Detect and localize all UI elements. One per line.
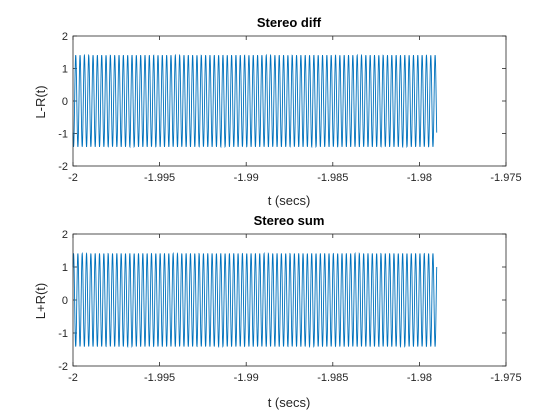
series-line bbox=[72, 252, 438, 348]
series-line bbox=[72, 53, 438, 149]
y-tick-label: -2 bbox=[58, 361, 68, 373]
x-tick-label: -2 bbox=[68, 172, 78, 184]
y-tick-label: -1 bbox=[58, 328, 68, 340]
x-tick-label: -2 bbox=[68, 372, 78, 384]
y-tick-label: 0 bbox=[62, 96, 68, 108]
x-axis-label: t (secs) bbox=[268, 193, 311, 208]
x-tick-label: -1.975 bbox=[490, 172, 521, 184]
x-tick-label: -1.975 bbox=[490, 372, 521, 384]
y-tick-label: -1 bbox=[58, 129, 68, 141]
axes-box bbox=[72, 233, 507, 367]
y-tick-label: 2 bbox=[62, 31, 68, 43]
y-axis-label: L-R(t) bbox=[33, 85, 48, 118]
plot-lines bbox=[72, 252, 438, 348]
x-tick-label: -1.985 bbox=[317, 172, 348, 184]
axis-ticks: -2 -1.995 -1.99 -1.985 -1.98 -1.975 -2 -1 0 1 2 bbox=[58, 31, 521, 184]
x-tick-label: -1.995 bbox=[144, 372, 175, 384]
y-tick-label: -2 bbox=[58, 161, 68, 173]
plot-lines bbox=[72, 53, 438, 149]
x-tick-label: -1.98 bbox=[407, 172, 432, 184]
x-tick-label: -1.98 bbox=[407, 372, 432, 384]
axes-box bbox=[72, 35, 507, 167]
y-tick-label: 1 bbox=[62, 64, 68, 76]
y-axis-label: L+R(t) bbox=[33, 283, 48, 319]
y-tick-label: 0 bbox=[62, 295, 68, 307]
subplot-stereo-sum: Stereo sum t (secs) L+R(t) -2 -1.995 -1.99… bbox=[33, 213, 522, 410]
x-tick-label: -1.99 bbox=[234, 172, 259, 184]
axis-ticks: -2 -1.995 -1.99 -1.985 -1.98 -1.975 -2 -1 0 1 2 bbox=[58, 229, 521, 384]
y-tick-label: 2 bbox=[62, 229, 68, 241]
x-tick-label: -1.99 bbox=[234, 372, 259, 384]
x-tick-label: -1.995 bbox=[144, 172, 175, 184]
subplot-stereo-diff: Stereo diff t (secs) L-R(t) -2 -1.995 -1.9… bbox=[33, 15, 522, 208]
chart-title: Stereo sum bbox=[254, 213, 325, 228]
x-axis-label: t (secs) bbox=[268, 395, 311, 410]
chart-title: Stereo diff bbox=[257, 15, 322, 30]
x-tick-label: -1.985 bbox=[317, 372, 348, 384]
y-tick-label: 1 bbox=[62, 262, 68, 274]
